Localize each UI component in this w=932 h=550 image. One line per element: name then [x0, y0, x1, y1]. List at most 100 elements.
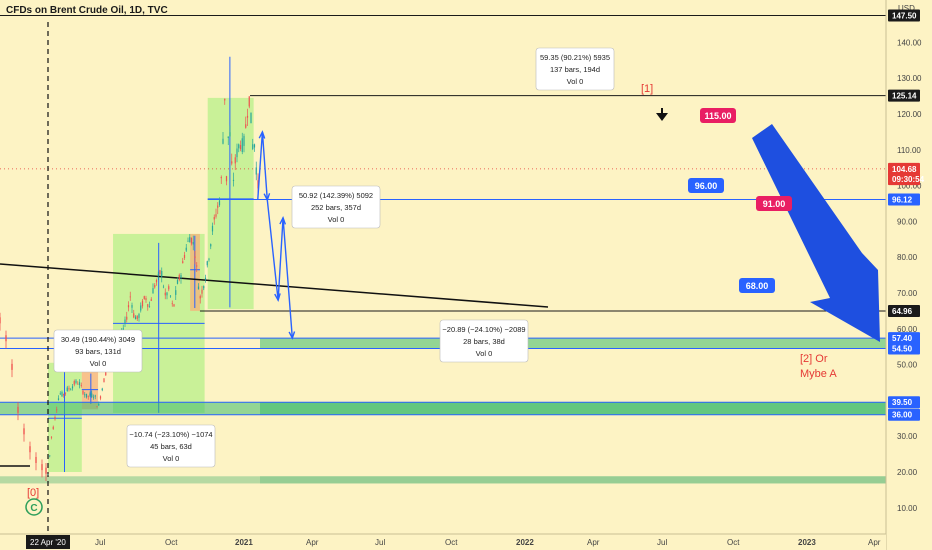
candle-body [201, 289, 203, 294]
projection-arrowhead [274, 293, 281, 302]
candle-body [213, 216, 215, 220]
candle-body [56, 409, 58, 411]
candle-body [77, 383, 79, 385]
candle-body [220, 177, 222, 179]
target-tag [688, 178, 724, 193]
y-tick-label: 50.00 [897, 361, 918, 370]
price-tag [888, 173, 920, 186]
candle-body [78, 382, 81, 385]
candle-body [11, 363, 13, 370]
measure-box-line2: 252 bars, 357d [311, 203, 361, 212]
target-tag-text: 115.00 [704, 111, 731, 121]
candle-body [239, 145, 242, 150]
x-tick-label: Jul [95, 538, 105, 547]
candle-body [103, 378, 105, 383]
candle-body [203, 286, 205, 289]
candle-body [70, 389, 72, 391]
measure-box-line3: Vol 0 [328, 215, 345, 224]
candle-body [96, 406, 98, 408]
candle-body [161, 270, 163, 277]
candle-body [98, 404, 100, 406]
measure-box-line1: 59.35 (90.21%) 5935 [540, 53, 610, 62]
candle-body [17, 406, 19, 413]
candle-body [175, 290, 177, 295]
candle-body [145, 298, 147, 301]
candle-body [204, 277, 207, 280]
measure-box-line2: 137 bars, 194d [550, 65, 600, 74]
projection-arrowhead [279, 216, 287, 225]
measure-zone [207, 97, 254, 310]
wave-label-c: C [30, 503, 37, 514]
candle-body [131, 305, 133, 308]
candle-body [84, 394, 86, 396]
currency-label: USD [898, 4, 915, 13]
candle-body [124, 319, 126, 324]
candle-body [232, 179, 235, 182]
candle-body [61, 391, 63, 397]
candle-body [222, 138, 224, 144]
candle-body [168, 286, 170, 290]
candle-body [185, 247, 187, 251]
candle-body [91, 393, 93, 397]
projection-arrowhead [258, 130, 266, 139]
target-tag [756, 196, 792, 211]
x-tick-label: Oct [727, 538, 740, 547]
measure-box-line2: 93 bars, 131d [75, 347, 121, 356]
candle-body [155, 279, 158, 283]
candle-body [157, 273, 159, 275]
candle-body [211, 225, 214, 232]
candle-body [5, 335, 7, 342]
candle-body [159, 270, 161, 275]
candle-body [52, 426, 54, 430]
candle-body [197, 286, 200, 290]
candle-body [243, 135, 245, 146]
y-tick-label: 70.00 [897, 289, 918, 298]
trend-lines [0, 22, 549, 538]
candle-body [134, 316, 137, 320]
candle-body [234, 157, 236, 164]
candle-body [35, 456, 37, 463]
price-tag [888, 408, 920, 421]
projection-arrowhead [288, 331, 296, 340]
y-tick-label: 80.00 [897, 253, 918, 262]
price-tag-text: 57.40 [892, 334, 913, 343]
x-tick-label: Oct [445, 538, 458, 547]
candle-body [66, 387, 68, 392]
candle-body [196, 265, 198, 267]
candle-body [148, 306, 151, 308]
target-tag-text: 68.00 [746, 281, 769, 291]
price-tag [888, 332, 920, 345]
price-tag [888, 9, 920, 22]
candle-body [164, 292, 166, 296]
candle-body [122, 328, 124, 330]
candle-body [217, 205, 219, 208]
candle-body [162, 286, 165, 288]
price-tag-text: 09:30:54 [892, 175, 925, 184]
price-tag [888, 396, 920, 409]
support-bands [0, 338, 886, 484]
candle-body [245, 124, 247, 128]
candle-body [176, 280, 179, 284]
candle-body [63, 394, 65, 396]
candle-body [166, 292, 168, 296]
candle-body [45, 467, 47, 474]
x-tick-label: Apr [868, 538, 881, 547]
candle-body [50, 436, 53, 438]
support-band [0, 402, 886, 415]
candle-body [238, 144, 240, 149]
wave-label-2-line2: Mybe A [800, 368, 837, 380]
candle-body [227, 136, 229, 139]
price-tag-text: 54.50 [892, 344, 913, 353]
candle-body [59, 393, 61, 395]
candle-body [94, 395, 96, 397]
candle-body [231, 161, 233, 164]
candle-body [47, 474, 49, 476]
candle-body [210, 244, 212, 247]
candle-body [138, 314, 140, 318]
y-tick-label: 130.00 [897, 74, 922, 83]
candle-body [218, 200, 221, 206]
projection-arrowhead [263, 193, 271, 202]
candle-body [54, 416, 56, 420]
measure-box-line3: Vol 0 [90, 359, 107, 368]
